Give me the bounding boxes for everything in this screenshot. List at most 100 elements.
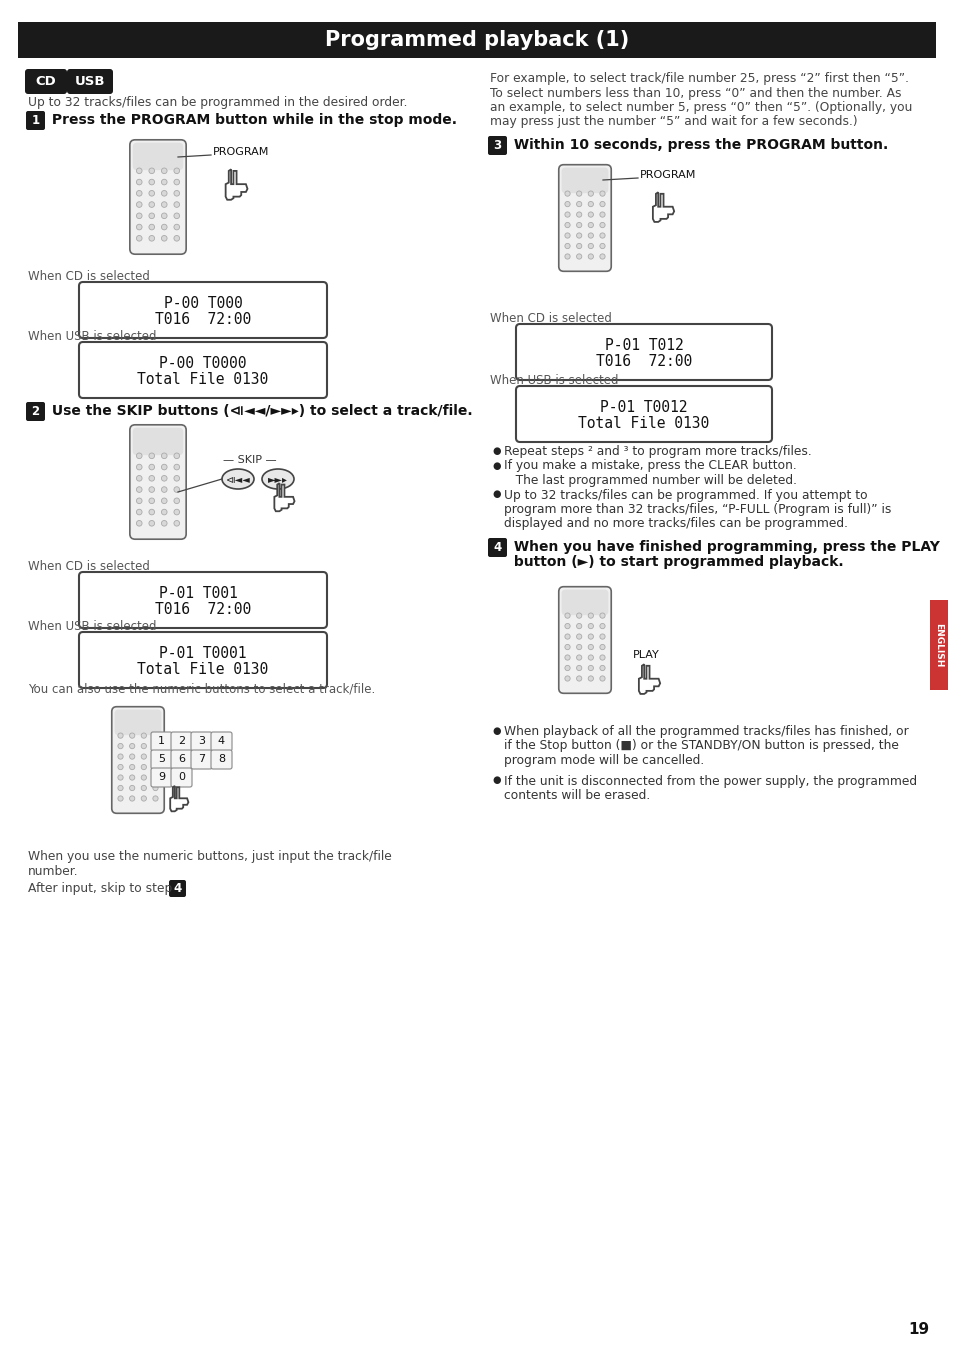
Text: 19: 19 — [907, 1323, 928, 1338]
Text: Total File 0130: Total File 0130 — [578, 416, 709, 431]
FancyBboxPatch shape — [132, 143, 183, 170]
Text: You can also use the numeric buttons to select a track/file.: You can also use the numeric buttons to … — [28, 682, 375, 695]
FancyBboxPatch shape — [67, 69, 112, 94]
Circle shape — [118, 753, 123, 759]
Text: 7: 7 — [197, 755, 205, 764]
Text: Total File 0130: Total File 0130 — [137, 663, 269, 678]
Text: T016  72:00: T016 72:00 — [154, 312, 251, 327]
Circle shape — [161, 464, 167, 470]
Text: 4: 4 — [493, 541, 501, 554]
Circle shape — [136, 487, 142, 493]
Circle shape — [136, 454, 142, 459]
Text: 4: 4 — [173, 882, 181, 895]
Circle shape — [130, 733, 134, 738]
FancyBboxPatch shape — [151, 732, 172, 751]
Bar — [929, 599, 947, 690]
Text: P-01 T001: P-01 T001 — [159, 586, 247, 601]
Ellipse shape — [262, 468, 294, 489]
FancyBboxPatch shape — [79, 282, 327, 338]
Circle shape — [564, 634, 570, 639]
Circle shape — [141, 786, 147, 791]
FancyBboxPatch shape — [171, 751, 192, 769]
Text: program more than 32 tracks/files, “P-FULL (Program is full)” is: program more than 32 tracks/files, “P-FU… — [503, 504, 890, 516]
Circle shape — [130, 764, 134, 769]
Circle shape — [136, 235, 142, 242]
Text: ●: ● — [492, 775, 500, 786]
Circle shape — [173, 224, 179, 230]
FancyBboxPatch shape — [488, 136, 506, 155]
FancyBboxPatch shape — [191, 732, 212, 751]
FancyBboxPatch shape — [79, 342, 327, 398]
Text: PLAY: PLAY — [633, 649, 659, 660]
Circle shape — [564, 243, 570, 248]
FancyBboxPatch shape — [211, 751, 232, 769]
Circle shape — [149, 224, 154, 230]
FancyBboxPatch shape — [211, 732, 232, 751]
Circle shape — [588, 254, 593, 259]
Circle shape — [161, 167, 167, 174]
Text: Use the SKIP buttons (⧏◄◄/►►▸) to select a track/file.: Use the SKIP buttons (⧏◄◄/►►▸) to select… — [47, 404, 472, 418]
Circle shape — [136, 201, 142, 208]
Circle shape — [136, 167, 142, 174]
Text: P-01 T0001: P-01 T0001 — [159, 647, 247, 662]
Text: if the Stop button (■) or the STANDBY/ON button is pressed, the: if the Stop button (■) or the STANDBY/ON… — [503, 740, 898, 752]
Circle shape — [599, 212, 604, 217]
Circle shape — [152, 796, 158, 801]
Circle shape — [564, 644, 570, 649]
Circle shape — [599, 676, 604, 682]
FancyBboxPatch shape — [132, 428, 183, 455]
Text: Total File 0130: Total File 0130 — [137, 373, 269, 387]
FancyBboxPatch shape — [79, 572, 327, 628]
Circle shape — [599, 634, 604, 639]
Text: button (►) to start programmed playback.: button (►) to start programmed playback. — [509, 555, 842, 568]
Circle shape — [161, 487, 167, 493]
Circle shape — [118, 796, 123, 801]
Bar — [18, 22, 935, 58]
Circle shape — [599, 234, 604, 238]
Text: When you have finished programming, press the PLAY: When you have finished programming, pres… — [509, 540, 939, 553]
Text: To select numbers less than 10, press “0” and then the number. As: To select numbers less than 10, press “0… — [490, 86, 901, 100]
Text: displayed and no more tracks/files can be programmed.: displayed and no more tracks/files can b… — [503, 517, 847, 531]
Circle shape — [141, 753, 147, 759]
Circle shape — [173, 213, 179, 219]
FancyBboxPatch shape — [25, 69, 67, 94]
Circle shape — [152, 753, 158, 759]
Circle shape — [564, 613, 570, 618]
Text: When USB is selected: When USB is selected — [490, 374, 618, 387]
Text: 2: 2 — [31, 405, 39, 418]
Circle shape — [173, 498, 179, 504]
FancyBboxPatch shape — [561, 590, 608, 616]
Text: ⧏◄◄: ⧏◄◄ — [226, 474, 250, 485]
Circle shape — [141, 733, 147, 738]
FancyBboxPatch shape — [169, 880, 186, 896]
Circle shape — [161, 235, 167, 242]
Text: 5: 5 — [158, 755, 165, 764]
Circle shape — [149, 213, 154, 219]
Circle shape — [152, 775, 158, 780]
Circle shape — [161, 509, 167, 514]
Circle shape — [152, 786, 158, 791]
FancyBboxPatch shape — [558, 165, 611, 271]
Circle shape — [588, 201, 593, 207]
Circle shape — [173, 509, 179, 514]
Circle shape — [136, 180, 142, 185]
Text: CD: CD — [35, 76, 56, 88]
Circle shape — [130, 786, 134, 791]
Circle shape — [130, 744, 134, 749]
Text: contents will be erased.: contents will be erased. — [503, 788, 650, 802]
Circle shape — [173, 521, 179, 526]
Circle shape — [588, 655, 593, 660]
Circle shape — [564, 201, 570, 207]
FancyBboxPatch shape — [191, 751, 212, 769]
Circle shape — [576, 676, 581, 682]
Circle shape — [564, 624, 570, 629]
Circle shape — [130, 775, 134, 780]
Text: ●: ● — [492, 446, 500, 456]
Circle shape — [564, 234, 570, 238]
Text: 3: 3 — [493, 139, 501, 153]
Circle shape — [588, 190, 593, 196]
Text: ●: ● — [492, 460, 500, 471]
Circle shape — [149, 235, 154, 242]
Text: Repeat steps ² and ³ to program more tracks/files.: Repeat steps ² and ³ to program more tra… — [503, 446, 811, 458]
Circle shape — [161, 521, 167, 526]
